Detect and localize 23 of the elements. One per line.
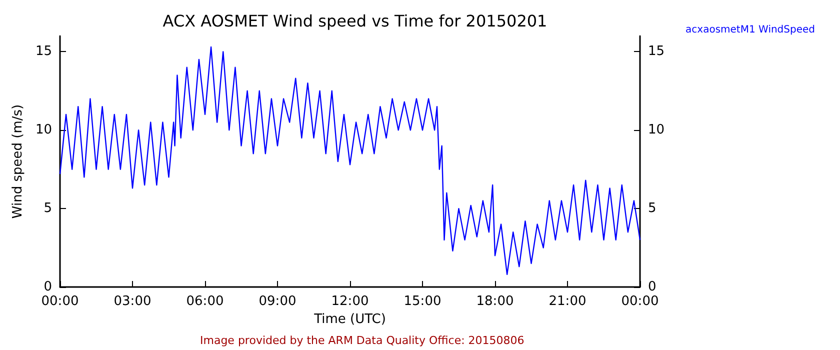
x-axis-title: Time (UTC)	[313, 312, 386, 327]
x-tick-label: 18:00	[476, 294, 514, 309]
chart-title: ACX AOSMET Wind speed vs Time for 20150201	[162, 12, 548, 30]
y2-tick-label: 5	[648, 201, 656, 216]
x-tick-label: 06:00	[186, 294, 224, 309]
y2-tick-label: 0	[648, 280, 656, 294]
x-tick-label: 03:00	[114, 294, 152, 309]
x-tick-label: 21:00	[548, 294, 586, 309]
y-tick-label: 10	[35, 122, 52, 138]
y2-tick-label: 15	[648, 44, 665, 60]
x-tick-label: 15:00	[404, 294, 442, 309]
x-tick-label: 12:00	[331, 294, 369, 309]
y2-tick-label: 10	[648, 122, 665, 138]
x-tick-label: 09:00	[258, 294, 296, 309]
line-series	[59, 46, 641, 276]
y-axis-title: Wind speed (m/s)	[10, 104, 26, 219]
x-tick-label: 00:00	[41, 294, 79, 309]
y-tick-label: 0	[44, 280, 52, 294]
y-tick-label: 15	[35, 44, 52, 60]
text: Image provided by the ARM Data Quality Office: 20150806	[200, 334, 524, 347]
text: acxaosmetM1 WindSpeed	[686, 24, 816, 36]
y-tick-label: 5	[44, 201, 52, 216]
x-tick-label: 00:00	[621, 294, 659, 309]
